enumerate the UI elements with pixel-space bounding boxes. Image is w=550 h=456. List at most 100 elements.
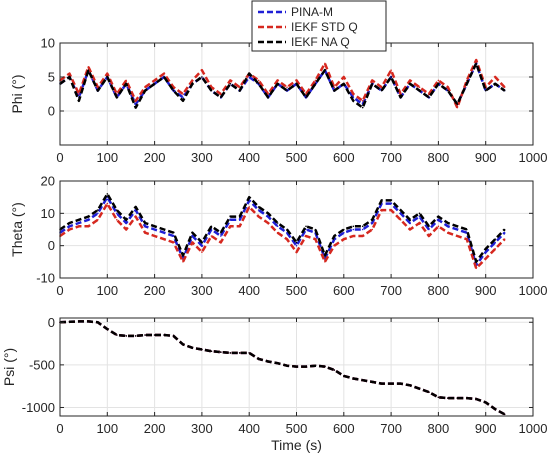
data-point: [343, 231, 345, 234]
data-point: [144, 89, 146, 92]
data-point: [191, 241, 194, 244]
data-point: [238, 219, 241, 221]
data-point: [475, 59, 478, 61]
data-point: [503, 231, 506, 234]
data-point: [267, 96, 269, 99]
data-point: [475, 267, 478, 270]
data-point: [390, 209, 392, 211]
data-point: [295, 79, 298, 82]
y-tick-label: -500: [29, 357, 55, 372]
data-point: [475, 261, 478, 263]
data-point: [286, 89, 288, 92]
data-point: [456, 106, 459, 109]
data-point: [125, 79, 127, 82]
data-point: [466, 83, 468, 85]
data-point: [153, 235, 156, 237]
x-tick-label: 200: [144, 150, 166, 165]
data-point: [314, 228, 317, 231]
data-point: [399, 219, 402, 221]
data-point: [172, 241, 175, 244]
data-point: [87, 225, 90, 228]
data-point: [466, 228, 468, 231]
data-point: [343, 375, 345, 377]
data-point: [134, 206, 137, 208]
data-point: [484, 248, 487, 250]
data-point: [456, 225, 459, 228]
x-tick-label: 200: [144, 283, 166, 298]
data-point: [409, 228, 411, 231]
series-line-pina-m: [59, 195, 506, 267]
data-point: [456, 228, 459, 231]
series-line-iekf-na-q: [59, 192, 506, 264]
data-point: [134, 215, 137, 218]
data-point: [276, 231, 279, 234]
data-point: [116, 96, 118, 99]
data-point: [484, 401, 487, 404]
data-point: [68, 76, 71, 78]
data-point: [418, 89, 421, 92]
data-point: [437, 215, 440, 218]
data-point: [267, 212, 269, 215]
data-point: [361, 235, 364, 237]
y-tick-label: 10: [41, 206, 55, 221]
data-point: [220, 235, 222, 237]
data-point: [238, 89, 241, 92]
x-tick-label: 300: [191, 283, 213, 298]
data-point: [97, 212, 99, 215]
y-axis-label: Theta (°): [9, 202, 25, 257]
data-point: [333, 244, 336, 247]
data-point: [78, 225, 80, 228]
data-point: [172, 89, 175, 92]
data-point: [305, 93, 307, 95]
data-point: [324, 261, 326, 263]
data-point: [68, 72, 71, 75]
data-point: [163, 334, 165, 336]
data-point: [428, 225, 430, 228]
data-point: [390, 69, 392, 71]
data-point: [447, 86, 449, 88]
data-point: [466, 238, 468, 240]
x-tick-label: 500: [286, 150, 308, 165]
data-point: [503, 228, 506, 231]
data-point: [201, 241, 203, 244]
x-tick-label: 800: [428, 421, 450, 436]
data-point: [238, 215, 241, 218]
x-tick-label: 100: [96, 150, 118, 165]
data-point: [343, 83, 345, 85]
data-point: [494, 76, 497, 78]
data-point: [78, 93, 80, 95]
data-point: [399, 96, 402, 99]
data-point: [144, 222, 146, 224]
data-point: [229, 225, 232, 228]
data-point: [106, 202, 109, 205]
data-point: [87, 320, 90, 323]
data-point: [144, 225, 146, 228]
data-point: [153, 228, 156, 231]
x-tick-label: 700: [380, 283, 402, 298]
subplot-3: 0 100 200 300 400 500 600 700 800 900 1000 -1000 -50…: [1, 315, 547, 453]
data-point: [276, 362, 279, 365]
data-point: [503, 413, 506, 416]
data-point: [314, 364, 317, 367]
data-point: [343, 228, 345, 231]
data-point: [324, 62, 326, 65]
data-point: [248, 76, 250, 78]
data-point: [267, 215, 269, 218]
data-point: [163, 228, 165, 231]
data-point: [201, 76, 203, 78]
data-point: [267, 222, 269, 224]
data-point: [484, 257, 487, 260]
x-tick-label: 900: [475, 150, 497, 165]
data-point: [210, 89, 213, 92]
data-point: [418, 222, 421, 224]
data-point: [361, 225, 364, 228]
data-point: [182, 343, 184, 346]
data-point: [238, 225, 241, 228]
data-point: [447, 231, 449, 234]
data-point: [87, 215, 90, 218]
data-point: [106, 328, 109, 330]
series-line-iekf-na-q: [59, 62, 506, 109]
data-point: [276, 83, 279, 85]
x-tick-label: 700: [380, 150, 402, 165]
data-point: [191, 235, 194, 237]
